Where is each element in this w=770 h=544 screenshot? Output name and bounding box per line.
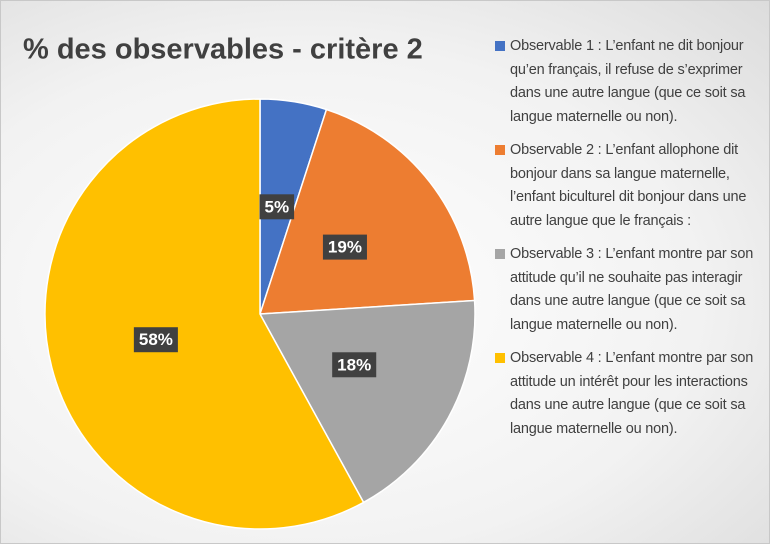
legend-item: Observable 4 : L’enfant montre par son a… — [495, 347, 769, 441]
data-label-box — [332, 352, 377, 378]
legend-marker — [495, 353, 505, 363]
data-label-text: 18% — [337, 355, 371, 374]
pie-slice — [258, 108, 476, 315]
legend-text: Observable 3 : L’enfant montre par son a… — [510, 246, 754, 333]
legend-item: Observable 1 : L’enfant ne dit bonjour q… — [495, 35, 769, 129]
legend-text: Observable 1 : L’enfant ne dit bonjour q… — [510, 38, 746, 125]
pie-slice — [258, 299, 476, 504]
data-label-text: 5% — [265, 197, 290, 216]
legend-marker — [495, 249, 505, 259]
legend-item: Observable 3 : L’enfant montre par son a… — [495, 243, 769, 337]
data-label: 19% — [322, 234, 367, 260]
chart-title: % des observables - critère 2 — [23, 34, 423, 66]
data-label: 5% — [259, 194, 295, 220]
data-label-box — [133, 327, 178, 353]
data-label-box — [322, 234, 367, 260]
data-label-text: 58% — [139, 330, 173, 349]
data-label-box — [259, 194, 295, 220]
legend: Observable 1 : L’enfant ne dit bonjour q… — [495, 35, 769, 451]
legend-marker — [495, 145, 505, 155]
legend-item: Observable 2 : L’enfant allophone dit bo… — [495, 139, 769, 233]
legend-marker — [495, 41, 505, 51]
pie-slice — [44, 98, 365, 530]
data-label-text: 19% — [328, 238, 362, 257]
legend-text: Observable 2 : L’enfant allophone dit bo… — [510, 142, 747, 229]
data-label: 18% — [332, 352, 377, 378]
legend-text: Observable 4 : L’enfant montre par son a… — [510, 350, 754, 437]
data-label: 58% — [133, 327, 178, 353]
